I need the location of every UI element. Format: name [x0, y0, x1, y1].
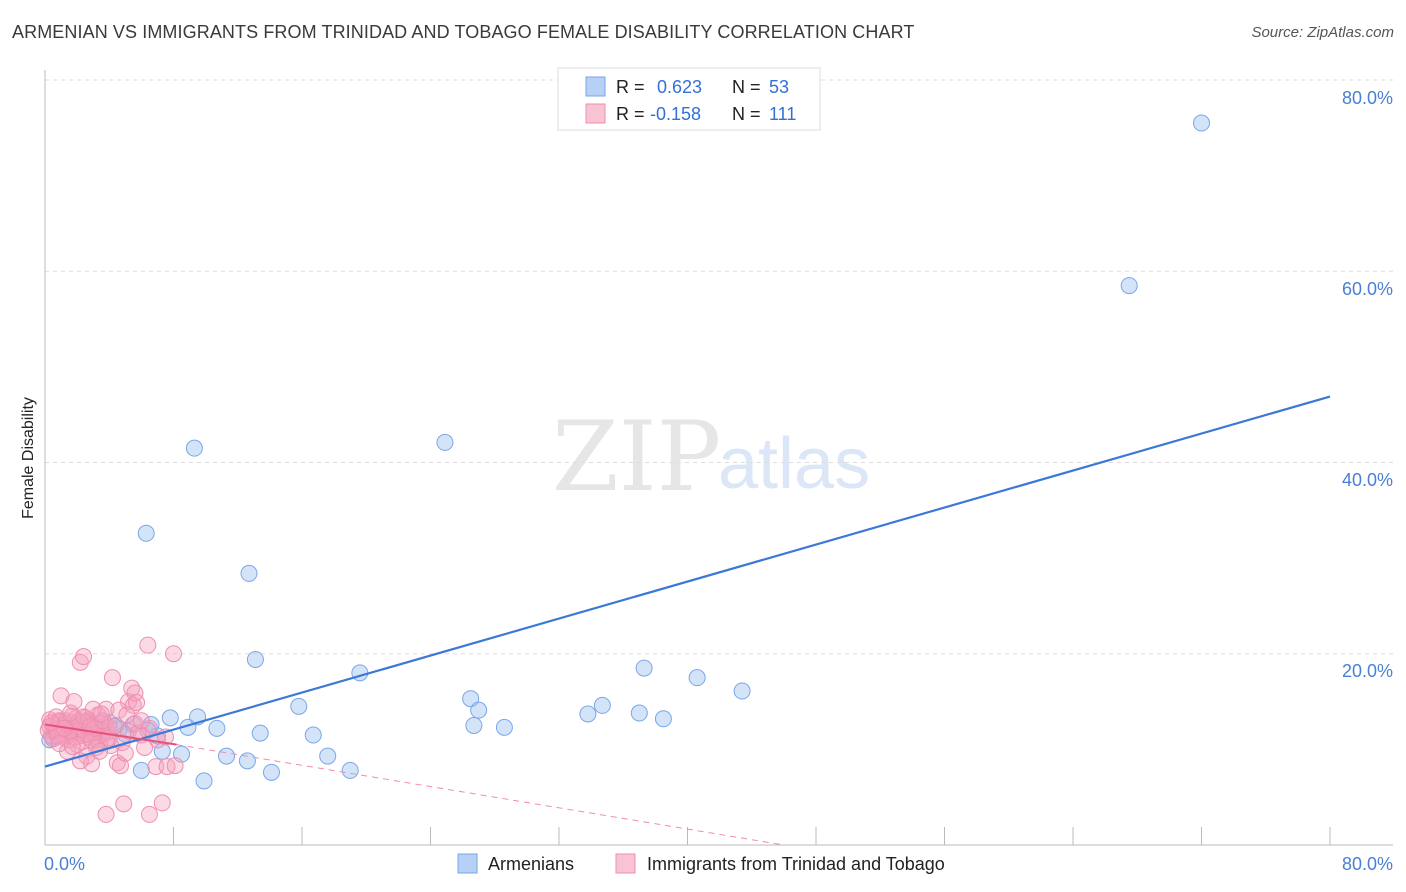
y-tick-label: 40.0% [1342, 470, 1393, 490]
point-armenians [262, 763, 280, 781]
point-armenians [1120, 277, 1138, 295]
legend-n-value: 53 [769, 77, 789, 97]
trend-lines [44, 395, 1331, 846]
watermark-zip: ZIP [552, 401, 721, 513]
legend-r-label: R = [616, 77, 645, 97]
legend-label-armenians: Armenians [488, 854, 574, 874]
point-trinidad [166, 757, 184, 775]
point-trinidad [63, 738, 81, 756]
point-armenians [251, 724, 269, 742]
point-armenians [161, 709, 179, 727]
point-trinidad [136, 738, 154, 756]
point-armenians [436, 433, 454, 451]
point-trinidad [153, 794, 171, 812]
point-trinidad [115, 795, 133, 813]
point-trinidad [75, 648, 93, 666]
point-armenians [185, 439, 203, 457]
point-trinidad [140, 805, 158, 823]
point-armenians [304, 726, 322, 744]
y-axis-label: Female Disability [20, 397, 37, 519]
legend-swatch-trinidad [615, 853, 636, 874]
point-trinidad [83, 755, 101, 773]
point-trinidad [110, 701, 128, 719]
y-tick-labels: 80.0% 60.0% 40.0% 20.0% [1342, 88, 1393, 681]
trend-line-trinidad [44, 723, 177, 746]
trend-line-armenians [44, 395, 1331, 768]
point-armenians [688, 669, 706, 687]
point-trinidad [65, 693, 83, 711]
stats-legend: R = 0.623 N = 53 R = -0.158 N = 111 [557, 67, 821, 131]
legend-n-value: 111 [769, 104, 796, 124]
watermark-atlas: atlas [718, 424, 870, 504]
point-armenians [654, 710, 672, 728]
point-trinidad [116, 744, 134, 762]
point-trinidad [50, 735, 68, 753]
y-tick-label: 80.0% [1342, 88, 1393, 108]
legend-r-label: R = [616, 104, 645, 124]
point-trinidad [84, 700, 102, 718]
point-armenians [290, 697, 308, 715]
point-armenians [579, 705, 597, 723]
point-trinidad [97, 805, 115, 823]
point-armenians [137, 524, 155, 542]
point-armenians [246, 650, 264, 668]
point-armenians [1193, 114, 1210, 132]
point-armenians [593, 696, 611, 714]
point-trinidad [103, 669, 121, 687]
x-tick-label-min: 0.0% [44, 854, 85, 874]
point-trinidad [139, 636, 157, 654]
point-armenians [733, 682, 751, 700]
point-armenians [630, 704, 648, 722]
point-trinidad [128, 694, 146, 712]
point-armenians [132, 761, 150, 779]
point-trinidad [132, 712, 150, 730]
point-armenians [218, 747, 236, 765]
x-tick-label-max: 80.0% [1342, 854, 1393, 874]
point-armenians [635, 659, 653, 677]
point-trinidad [97, 700, 115, 718]
point-trinidad [71, 653, 89, 671]
point-armenians [208, 719, 226, 737]
point-armenians [470, 701, 488, 719]
series-legend: Armenians Immigrants from Trinidad and T… [457, 853, 945, 874]
legend-swatch-armenians [457, 853, 478, 874]
source-credit: Source: ZipAtlas.com [1251, 24, 1394, 41]
x-axis-ticks [44, 827, 1331, 845]
legend-r-value: -0.158 [650, 104, 701, 124]
legend-n-label: N = [732, 77, 761, 97]
point-trinidad [92, 705, 110, 723]
legend-label-trinidad: Immigrants from Trinidad and Tobago [647, 854, 945, 874]
point-armenians [319, 747, 337, 765]
legend-r-value: 0.623 [657, 77, 702, 97]
point-armenians [240, 564, 258, 582]
trend-line-trinidad-extension [176, 744, 784, 846]
y-tick-label: 20.0% [1342, 661, 1393, 681]
chart-title: ARMENIAN VS IMMIGRANTS FROM TRINIDAD AND… [12, 22, 915, 42]
legend-n-label: N = [732, 104, 761, 124]
point-trinidad [118, 706, 136, 724]
point-armenians [495, 718, 513, 736]
y-tick-label: 60.0% [1342, 279, 1393, 299]
point-armenians [465, 716, 483, 734]
legend-swatch-armenians [585, 76, 606, 97]
point-armenians [341, 761, 359, 779]
point-armenians [195, 772, 213, 790]
point-trinidad [165, 645, 182, 663]
legend-swatch-trinidad [585, 103, 606, 124]
point-armenians [238, 752, 256, 770]
